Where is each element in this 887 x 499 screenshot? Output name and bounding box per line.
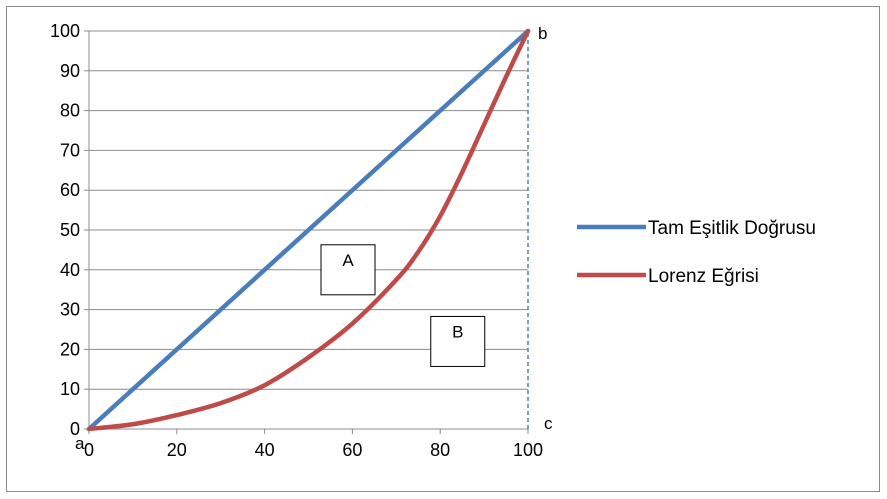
legend-label-1: Tam Eşitlik Doğrusu [648,218,816,239]
chart-frame: 0 10 20 30 40 50 60 70 80 90 100 0 20 40 60 80 100 a b c A B… [6,6,880,492]
y-tick-label-30: 30 [60,300,80,320]
area-label-A: A [342,251,354,270]
area-box-B [430,315,486,367]
lorenz-chart: 0 10 20 30 40 50 60 70 80 90 100 0 20 40 60 80 100 a b c A B… [50,21,816,460]
legend-label-2: Lorenz Eğrisi [648,266,759,287]
series-line-2 [86,28,531,432]
x-tick-label-80: 80 [430,440,450,460]
y-tick-label-70: 70 [60,140,80,160]
series-line-1 [86,28,531,432]
x-tick-label-40: 40 [255,440,275,460]
y-tick-label-0: 0 [70,419,80,439]
corner-label-a: a [75,434,85,453]
x-tick-label-0: 0 [84,440,94,460]
annotations: a b c A B [75,24,553,453]
x-tick-label-100: 100 [513,440,543,460]
corner-label-b: b [538,24,547,43]
y-tick-label-90: 90 [60,61,80,81]
y-tick-label-100: 100 [50,21,80,41]
x-tick-label-60: 60 [342,440,362,460]
series-lines [86,28,531,432]
area-label-B: B [452,322,463,341]
y-tick-label-60: 60 [60,180,80,200]
y-tick-label-50: 50 [60,220,80,240]
axes: 0 10 20 30 40 50 60 70 80 90 100 0 20 40 60 80 100 [50,21,543,460]
y-tick-label-80: 80 [60,101,80,121]
x-tick-label-20: 20 [167,440,187,460]
y-tick-label-20: 20 [60,339,80,359]
y-tick-label-10: 10 [60,379,80,399]
legend: Tam Eşitlik Doğrusu Lorenz Eğrisi [577,218,816,287]
y-tick-label-40: 40 [60,260,80,280]
area-box-A [320,244,376,296]
corner-label-c: c [544,414,553,433]
